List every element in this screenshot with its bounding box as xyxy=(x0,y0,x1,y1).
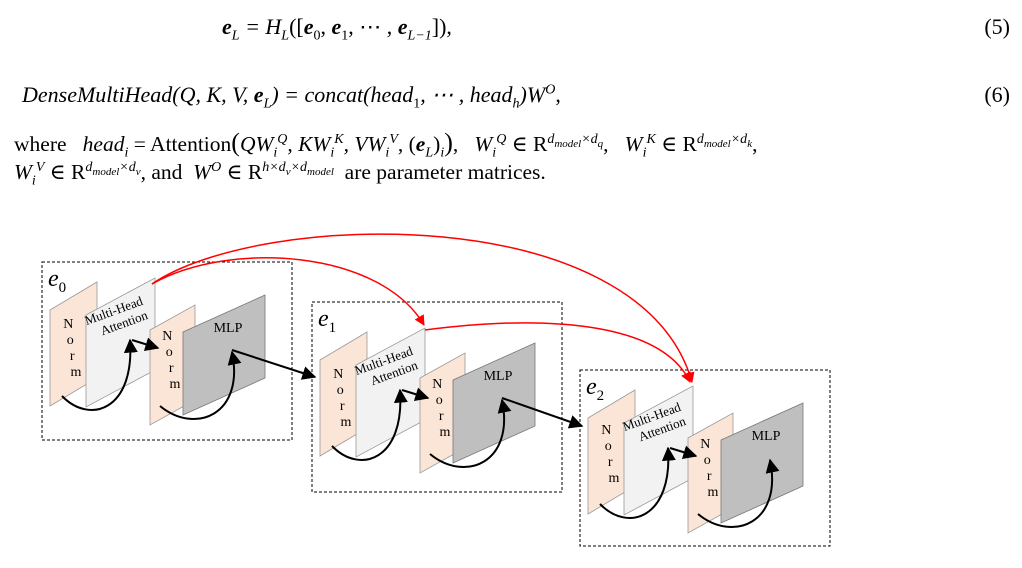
mlp-layer xyxy=(452,342,536,464)
block-e0-frame xyxy=(41,261,293,441)
equation-5-body: eL = HL([e0, e1, ⋯ , eL−1]), xyxy=(222,14,452,44)
residual-arrow xyxy=(429,398,512,469)
block-e0: e0 N o r m Multi-Head Attention N o r m … xyxy=(41,261,293,441)
block-e1: e1 N o r m Multi-Head Attention N o r m … xyxy=(311,301,563,493)
norm-letters: N o r m xyxy=(432,377,450,440)
block-e0-label: e0 xyxy=(48,266,66,296)
norm-letters: N o r m xyxy=(63,317,81,380)
mlp-layer xyxy=(182,294,266,416)
block-e1-frame xyxy=(311,301,563,493)
dense-connection-e0-e2 xyxy=(151,233,695,384)
block-arrow xyxy=(501,397,584,429)
residual-arrow xyxy=(159,350,242,421)
dense-transformer-figure: e0 N o r m Multi-Head Attention N o r m … xyxy=(41,233,831,547)
equation-6-number: (6) xyxy=(984,82,1010,107)
residual-arrow xyxy=(599,446,676,519)
norm-arrow xyxy=(131,337,160,351)
block-e2: e2 N o r m Multi-Head Attention N o r m … xyxy=(579,369,831,547)
dense-connection-e0-e1 xyxy=(151,257,425,326)
mlp-label: MLP xyxy=(484,369,513,384)
equation-6-body: DenseMultiHead(Q, K, V, eL) = concat(hea… xyxy=(22,82,561,112)
norm-arrow xyxy=(401,387,430,401)
mlp-label: MLP xyxy=(214,321,243,336)
norm-letters: N o r m xyxy=(333,367,351,430)
paragraph-line-1: where headi = Attention(QWiQ, KWiK, VWiV… xyxy=(14,128,758,161)
equation-5: eL = HL([e0, e1, ⋯ , eL−1]), (5) xyxy=(0,14,1022,46)
norm-letters: N o r m xyxy=(601,423,619,486)
residual-arrow xyxy=(331,388,408,461)
residual-arrow xyxy=(697,458,780,529)
mlp-label: MLP xyxy=(752,429,781,444)
equation-5-number: (5) xyxy=(984,14,1010,39)
residual-arrow xyxy=(61,338,138,411)
norm-letters: N o r m xyxy=(162,329,180,392)
dense-connection-e1-e2 xyxy=(424,322,691,383)
norm-letters: N o r m xyxy=(700,437,718,500)
block-e1-label: e1 xyxy=(318,306,336,336)
mlp-layer xyxy=(720,402,804,524)
equation-6: DenseMultiHead(Q, K, V, eL) = concat(hea… xyxy=(0,82,1022,114)
block-arrow xyxy=(231,349,317,380)
paragraph-line-2: WiV ∈ Rdmodel×dv, and WO ∈ Rh×dv×dmodel … xyxy=(14,159,546,189)
block-e2-label: e2 xyxy=(586,374,604,404)
norm-arrow xyxy=(669,445,698,459)
block-e2-frame xyxy=(579,369,831,547)
